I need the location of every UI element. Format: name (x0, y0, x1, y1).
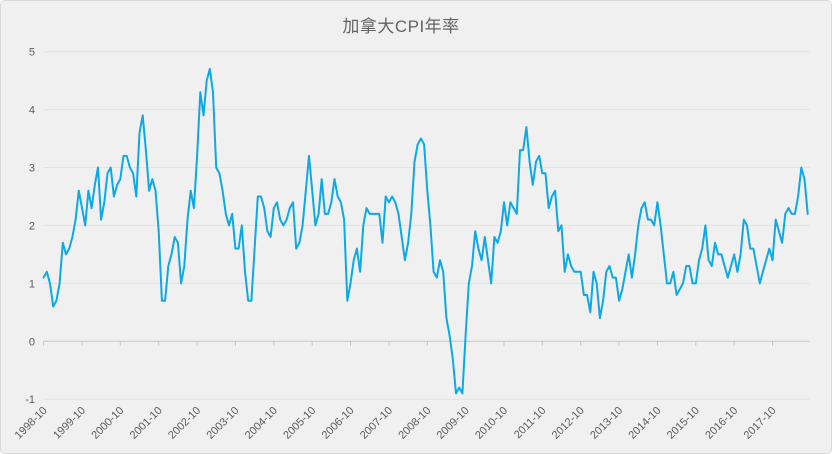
y-axis-label: 4 (29, 105, 35, 117)
y-axis-label: 1 (29, 278, 35, 290)
x-axis-label: 2001-10 (128, 405, 165, 442)
x-axis-label: 2011-10 (512, 405, 548, 441)
y-axis-label: 0 (29, 336, 35, 348)
x-axis-label: 2014-10 (626, 405, 663, 442)
x-axis-label: 2016-10 (703, 405, 740, 442)
y-axis-label: 5 (29, 47, 35, 59)
x-axis-label: 2017-10 (742, 405, 779, 442)
chart-title: 加拿大CPI年率 (342, 17, 460, 36)
x-axis-label: 1999-10 (51, 405, 88, 442)
cpi-line (42, 68, 809, 395)
x-axis-label: 2004-10 (243, 405, 280, 442)
cpi-series-line (42, 68, 809, 395)
x-axis-label: 2015-10 (665, 405, 702, 442)
x-axis-label: 2005-10 (281, 405, 318, 442)
x-axis-label: 2000-10 (89, 405, 126, 442)
x-axis-label: 2002-10 (166, 405, 203, 442)
x-axis-label: 2013-10 (588, 405, 625, 442)
x-axis-label: 2006-10 (320, 405, 357, 442)
x-axis-label: 2009-10 (435, 405, 472, 442)
y-axis-label: -1 (25, 394, 35, 406)
y-axis-labels: 5 4 3 2 1 0 -1 (25, 47, 35, 407)
x-axis-label: 1998-10 (13, 405, 50, 442)
y-axis-label: 3 (29, 163, 35, 175)
y-axis-label: 2 (29, 220, 35, 232)
x-axis-ticks (43, 341, 773, 346)
x-axis-label: 2012-10 (550, 405, 587, 442)
x-axis-label: 2007-10 (358, 405, 395, 442)
x-axis-label: 2003-10 (204, 405, 241, 442)
x-axis-label: 2008-10 (396, 405, 433, 442)
x-axis-labels: 1998-10 1999-10 2000-10 2001-10 2002-10 2003-… (13, 405, 779, 442)
x-axis-label: 2010-10 (473, 405, 510, 442)
